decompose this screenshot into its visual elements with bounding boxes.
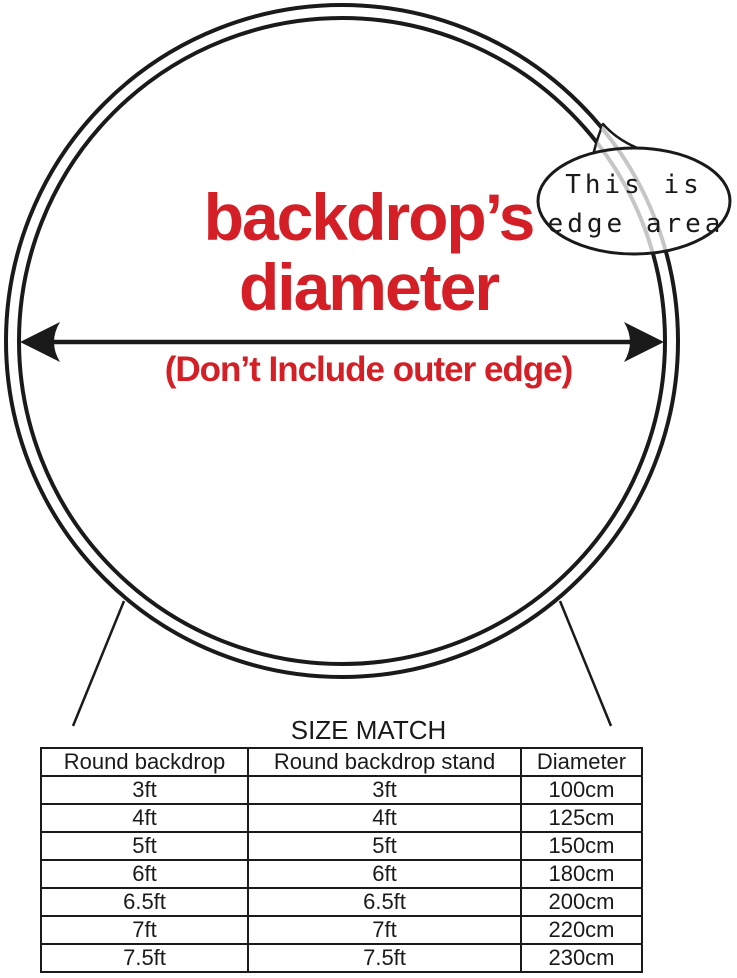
- table-row: 7.5ft 7.5ft 230cm: [40, 943, 643, 973]
- table-cell: 125cm: [520, 803, 643, 833]
- table-cell: 7.5ft: [247, 943, 522, 973]
- speech-bubble: This is edge area: [536, 122, 732, 256]
- diameter-arrow: [20, 322, 664, 362]
- table-row: 3ft 3ft 100cm: [40, 775, 643, 805]
- diagram-title-line1: backdrop’s: [203, 180, 536, 254]
- stand-right-leg: [558, 600, 613, 727]
- table-cell: 7ft: [40, 915, 249, 945]
- column-header-diameter: Diameter: [520, 747, 643, 777]
- table-cell: 3ft: [247, 775, 522, 805]
- table-cell: 150cm: [520, 831, 643, 861]
- table-row: 5ft 5ft 150cm: [40, 831, 643, 861]
- column-header-round-backdrop: Round backdrop: [40, 747, 249, 777]
- backdrop-inner-edge-circle: [17, 16, 667, 666]
- arrow-head-right-icon: [624, 322, 664, 362]
- table-cell: 5ft: [247, 831, 522, 861]
- size-match-table: Round backdrop Round backdrop stand Diam…: [40, 747, 643, 973]
- table-row: 6ft 6ft 180cm: [40, 859, 643, 889]
- diagram-subtitle: (Don’t Include outer edge): [164, 350, 574, 389]
- table-row: 7ft 7ft 220cm: [40, 915, 643, 945]
- speech-bubble-outline: [536, 146, 732, 256]
- column-header-round-backdrop-stand: Round backdrop stand: [247, 747, 522, 777]
- table-cell: 230cm: [520, 943, 643, 973]
- table-cell: 3ft: [40, 775, 249, 805]
- bubble-text-line2: edge area: [548, 209, 725, 239]
- table-cell: 200cm: [520, 887, 643, 917]
- table-cell: 6.5ft: [247, 887, 522, 917]
- diagram-title-line2: diameter: [238, 250, 500, 324]
- size-table-body: 3ft 3ft 100cm 4ft 4ft 125cm 5ft 5ft 150cm 6ft 6ft 1…: [40, 775, 643, 973]
- table-cell: 180cm: [520, 859, 643, 889]
- table-cell: 220cm: [520, 915, 643, 945]
- size-match-heading: SIZE MATCH: [290, 715, 447, 745]
- table-row: 6.5ft 6.5ft 200cm: [40, 887, 643, 917]
- table-cell: 4ft: [247, 803, 522, 833]
- table-cell: 5ft: [40, 831, 249, 861]
- table-row: 4ft 4ft 125cm: [40, 803, 643, 833]
- arrow-head-left-icon: [20, 322, 60, 362]
- table-cell: 6.5ft: [40, 887, 249, 917]
- table-cell: 7ft: [247, 915, 522, 945]
- backdrop-outer-edge-circle: [4, 3, 680, 679]
- table-cell: 4ft: [40, 803, 249, 833]
- table-cell: 7.5ft: [40, 943, 249, 973]
- table-header-row: Round backdrop Round backdrop stand Diam…: [40, 747, 643, 777]
- stand-left-leg: [71, 600, 126, 727]
- table-cell: 6ft: [40, 859, 249, 889]
- table-cell: 6ft: [247, 859, 522, 889]
- table-cell: 100cm: [520, 775, 643, 805]
- bubble-text-line1: This is: [565, 170, 703, 200]
